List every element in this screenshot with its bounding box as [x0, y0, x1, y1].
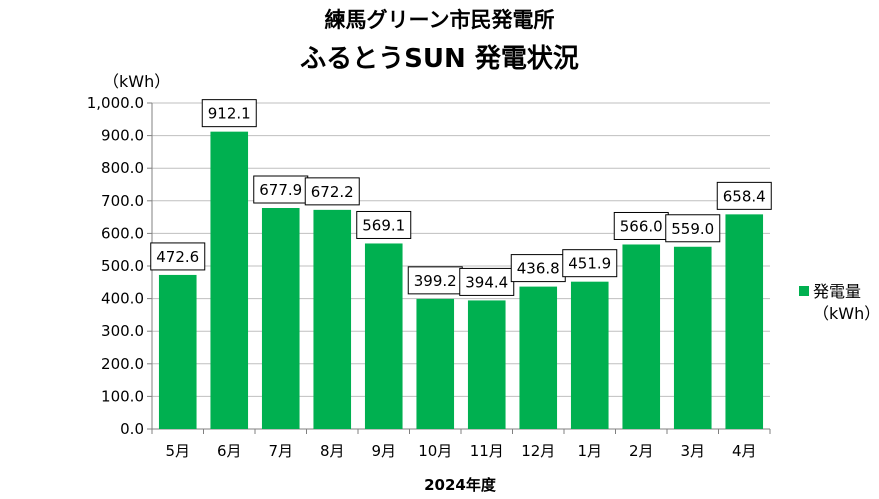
x-tick-label: 8月 — [320, 442, 345, 460]
data-label-box — [201, 99, 257, 128]
x-tick-label: 12月 — [521, 442, 555, 460]
x-tick-label: 11月 — [470, 442, 504, 460]
x-tick-label: 3月 — [680, 442, 705, 460]
data-label: 658.4 — [723, 187, 766, 205]
bar — [210, 131, 249, 429]
bar — [416, 298, 455, 429]
y-tick-label: 0.0 — [120, 420, 144, 438]
data-label-box — [562, 249, 618, 278]
data-label-box — [356, 210, 412, 239]
data-label: 569.1 — [362, 216, 405, 234]
y-tick-label: 500.0 — [101, 257, 144, 275]
bar — [570, 281, 609, 429]
data-label: 399.2 — [414, 272, 457, 290]
chart-title: 練馬グリーン市民発電所 — [324, 8, 555, 32]
data-label: 472.6 — [156, 248, 199, 266]
bar — [364, 243, 403, 429]
data-label: 566.0 — [620, 217, 663, 235]
x-tick-label: 10月 — [418, 442, 452, 460]
data-label-box — [716, 181, 772, 210]
y-tick-label: 400.0 — [101, 290, 144, 308]
data-label: 559.0 — [671, 220, 714, 238]
data-label: 677.9 — [259, 181, 302, 199]
bar — [313, 209, 352, 429]
x-tick-label: 1月 — [577, 442, 602, 460]
chart-subtitle: ふるとうSUN 発電状況 — [300, 44, 579, 74]
data-label-box — [407, 266, 463, 295]
x-tick-label: 4月 — [732, 442, 757, 460]
bar — [673, 246, 712, 429]
x-tick-label: 9月 — [371, 442, 396, 460]
y-tick-label: 300.0 — [101, 322, 144, 340]
y-tick-label: 1,000.0 — [87, 94, 144, 112]
y-tick-label: 700.0 — [101, 192, 144, 210]
bar — [622, 244, 661, 429]
y-tick-label: 100.0 — [101, 387, 144, 405]
x-tick-label: 2月 — [629, 442, 654, 460]
x-tick-label: 5月 — [165, 442, 190, 460]
legend-series-unit: （kWh） — [813, 304, 879, 323]
x-axis-title: 2024年度 — [424, 476, 496, 494]
data-label: 394.4 — [465, 273, 508, 291]
x-tick-label: 7月 — [268, 442, 293, 460]
y-axis-unit-label: （kWh） — [103, 72, 171, 91]
data-label: 912.1 — [208, 105, 251, 123]
y-tick-label: 900.0 — [101, 127, 144, 145]
y-tick-label: 600.0 — [101, 224, 144, 242]
data-label: 436.8 — [517, 260, 560, 278]
legend: 発電量 （kWh） — [799, 281, 879, 325]
bar — [519, 286, 558, 429]
bar — [467, 300, 506, 429]
data-label-box — [150, 242, 206, 271]
bar — [261, 208, 300, 429]
x-tick-label: 6月 — [217, 442, 242, 460]
legend-series-name: 発電量 — [813, 282, 862, 301]
y-tick-label: 200.0 — [101, 355, 144, 373]
data-label-box — [304, 177, 360, 206]
data-label: 672.2 — [311, 183, 354, 201]
bar — [725, 214, 764, 429]
legend-swatch — [799, 286, 809, 296]
data-label-box — [665, 214, 721, 243]
data-label-box — [510, 254, 566, 283]
y-tick-label: 800.0 — [101, 159, 144, 177]
data-label: 451.9 — [568, 255, 611, 273]
bar — [158, 274, 197, 429]
